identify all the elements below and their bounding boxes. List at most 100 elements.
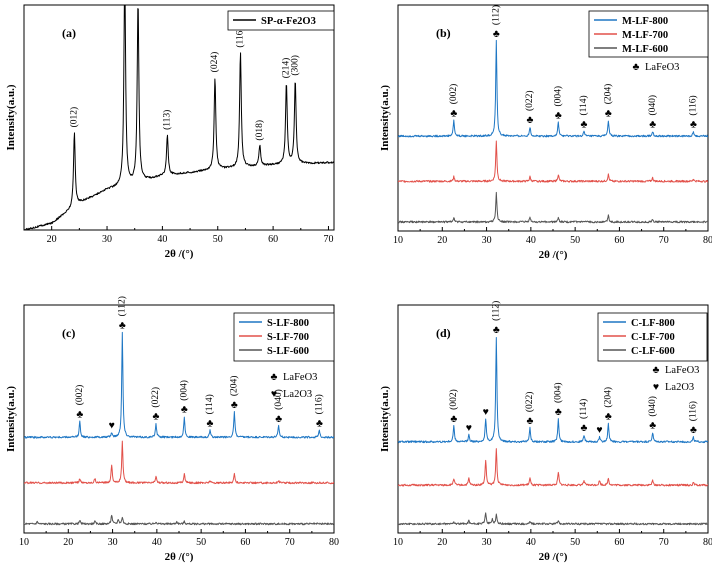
lafeo3-peak-marker: ♣ xyxy=(275,414,282,425)
peak-label: (300) xyxy=(289,55,300,76)
legend-label: S-LF-700 xyxy=(267,332,309,343)
peak-label: (040) xyxy=(647,95,658,116)
lafeo3-peak-marker: ♣ xyxy=(555,111,562,122)
y-axis-title: Intensity(a.u.) xyxy=(5,84,17,150)
x-tick-label: 30 xyxy=(102,234,112,245)
peak-label: (012) xyxy=(69,107,80,128)
panel-b: 10 20 30 40 50 60 70 80 2θ /(°) Intensity(a.u.) (b… xyxy=(379,4,712,261)
lafeo3-peak-marker: ♣ xyxy=(649,120,656,131)
lafeo3-peak-marker: ♣ xyxy=(555,407,562,418)
panel-label: (d) xyxy=(436,326,451,340)
peak-label: (004) xyxy=(179,380,190,401)
x-tick-label: 70 xyxy=(285,537,295,548)
lafeo3-peak-marker: ♣ xyxy=(181,405,188,416)
peak-label: (114) xyxy=(578,399,589,419)
x-tick-label: 20 xyxy=(437,235,447,246)
x-tick-label: 20 xyxy=(63,537,73,548)
series-line-C-LF-800 xyxy=(398,337,708,444)
x-tick-label: 60 xyxy=(614,537,624,548)
x-tick-label: 80 xyxy=(703,235,712,246)
la2o3-peak-marker: ♥ xyxy=(596,425,602,436)
x-tick-label: 60 xyxy=(614,235,624,246)
peak-label: (112) xyxy=(491,5,502,25)
legend: C-LF-800 C-LF-700 C-LF-600 xyxy=(597,312,708,362)
panel-label: (b) xyxy=(436,26,451,40)
x-tick-label: 70 xyxy=(323,234,333,245)
x-tick-label: 20 xyxy=(47,234,57,245)
peak-label: (116) xyxy=(314,394,325,414)
series-line-M-LF-700 xyxy=(398,140,708,183)
peak-label: (004) xyxy=(553,86,564,107)
x-tick-label: 60 xyxy=(240,537,250,548)
x-tick-label: 80 xyxy=(329,537,339,548)
x-tick-label: 30 xyxy=(108,537,118,548)
club-icon: ♣ xyxy=(271,372,278,383)
x-axis-title: 2θ /(°) xyxy=(539,551,568,563)
peak-label: (114) xyxy=(578,95,589,115)
phase-key-label: La2O3 xyxy=(283,389,312,400)
series-line-C-LF-600 xyxy=(398,512,708,526)
lafeo3-peak-marker: ♣ xyxy=(527,416,534,427)
series-line-SP-α-Fe2O3 xyxy=(24,5,334,230)
lafeo3-peak-marker: ♣ xyxy=(690,120,697,131)
lafeo3-peak-marker: ♣ xyxy=(649,421,656,432)
lafeo3-peak-marker: ♣ xyxy=(690,425,697,436)
lafeo3-peak-marker: ♣ xyxy=(581,120,588,131)
lafeo3-peak-marker: ♣ xyxy=(581,423,588,434)
lafeo3-peak-marker: ♣ xyxy=(605,108,612,119)
lafeo3-peak-marker: ♣ xyxy=(605,412,612,423)
legend-box xyxy=(233,312,335,362)
legend: SP-α-Fe2O3 xyxy=(227,10,335,31)
x-tick-label: 30 xyxy=(482,537,492,548)
y-axis-title: Intensity(a.u.) xyxy=(379,386,391,452)
legend-label: S-LF-600 xyxy=(267,346,309,357)
lafeo3-peak-marker: ♣ xyxy=(493,29,500,40)
peak-label: (116) xyxy=(235,27,246,47)
peak-label: (204) xyxy=(603,84,614,105)
peak-label: (040) xyxy=(273,389,284,410)
series-group xyxy=(24,331,334,526)
legend-label: M-LF-700 xyxy=(622,30,668,41)
lafeo3-peak-marker: ♣ xyxy=(450,108,457,119)
x-tick-label: 10 xyxy=(393,235,403,246)
peak-label: (022) xyxy=(524,90,535,111)
x-tick-label: 50 xyxy=(213,234,223,245)
legend-box xyxy=(597,312,708,362)
peak-label: (018) xyxy=(254,120,265,141)
legend-box xyxy=(227,10,335,31)
x-tick-label: 10 xyxy=(19,537,29,548)
phase-key-label: LaFeO3 xyxy=(665,365,699,376)
x-tick-label: 10 xyxy=(393,537,403,548)
club-icon: ♣ xyxy=(653,365,660,376)
x-tick-label: 60 xyxy=(268,234,278,245)
legend-label: SP-α-Fe2O3 xyxy=(261,16,316,27)
x-axis-title: 2θ /(°) xyxy=(165,551,194,563)
peak-label: (024) xyxy=(209,52,220,73)
peak-label: (116) xyxy=(688,401,699,421)
x-tick-label: 40 xyxy=(526,235,536,246)
series-line-S-LF-600 xyxy=(24,514,334,526)
x-tick-label: 80 xyxy=(703,537,712,548)
panel-d: 10 20 30 40 50 60 70 80 2θ /(°) Intensity(a.u.) (d… xyxy=(379,301,712,563)
phase-key-label: LaFeO3 xyxy=(283,372,317,383)
x-tick-label: 50 xyxy=(570,537,580,548)
x-tick-label: 20 xyxy=(437,537,447,548)
peak-label: (002) xyxy=(74,385,85,406)
lafeo3-peak-marker: ♣ xyxy=(76,409,83,420)
legend-label: S-LF-800 xyxy=(267,318,309,329)
x-tick-label: 30 xyxy=(482,235,492,246)
legend: S-LF-800 S-LF-700 S-LF-600 xyxy=(233,312,335,362)
peak-label: (204) xyxy=(603,387,614,408)
series-line-M-LF-600 xyxy=(398,191,708,224)
x-tick-label: 70 xyxy=(659,537,669,548)
phase-key-label: La2O3 xyxy=(665,382,694,393)
x-tick-label: 50 xyxy=(196,537,206,548)
phase-key-label: LaFeO3 xyxy=(645,62,679,73)
x-tick-label: 70 xyxy=(659,235,669,246)
series-group xyxy=(24,5,334,230)
series-line-C-LF-700 xyxy=(398,448,708,487)
panel-c: 10 20 30 40 50 60 70 80 2θ /(°) Intensity(a.u.) (c… xyxy=(5,296,339,563)
lafeo3-peak-marker: ♣ xyxy=(527,115,534,126)
series-line-M-LF-800 xyxy=(398,39,708,138)
